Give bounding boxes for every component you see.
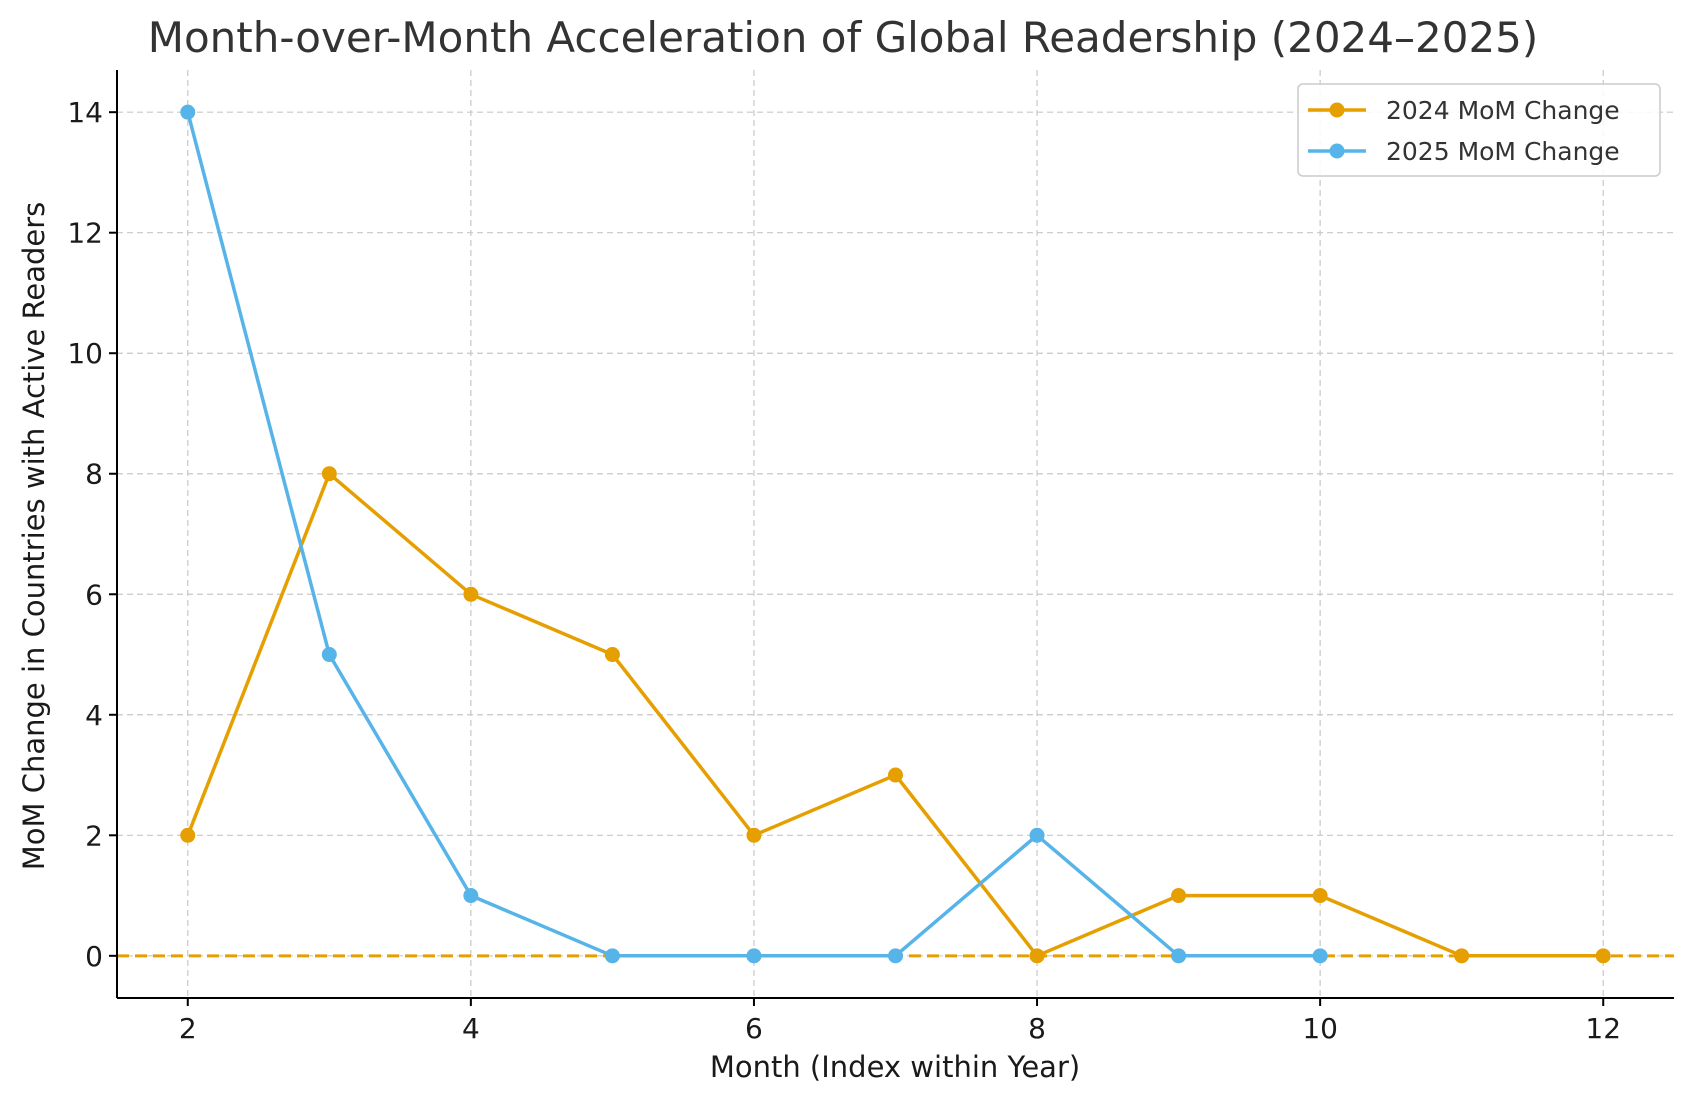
data-point — [321, 466, 337, 482]
data-point — [604, 948, 620, 964]
data-point — [180, 104, 196, 120]
data-point — [1171, 888, 1187, 904]
data-point — [1595, 948, 1611, 964]
tick-labels: 2 4 6 8 10 12 0 2 4 6 8 10 12 14 — [67, 96, 1621, 1045]
data-point — [888, 767, 903, 783]
data-point — [746, 827, 762, 843]
data-point — [463, 586, 479, 602]
data-point — [1312, 948, 1328, 964]
data-point — [888, 948, 903, 964]
grid-lines — [117, 70, 1674, 998]
data-point — [1312, 888, 1328, 904]
y-tick-label: 12 — [67, 217, 103, 250]
legend: 2024 MoM Change 2025 MoM Change — [1297, 83, 1661, 177]
x-tick-label: 6 — [745, 1012, 763, 1045]
y-tick-label: 2 — [85, 819, 103, 852]
x-tick-label: 4 — [462, 1012, 480, 1045]
data-point — [1171, 948, 1187, 964]
y-tick-label: 8 — [85, 458, 103, 491]
chart-title: Month-over-Month Acceleration of Global … — [148, 13, 1539, 62]
legend-marker-2 — [1329, 143, 1345, 159]
legend-marker-1 — [1329, 102, 1345, 118]
x-tick-label: 10 — [1302, 1012, 1338, 1045]
x-tick-label: 8 — [1028, 1012, 1046, 1045]
data-point — [321, 647, 337, 663]
legend-box — [1297, 83, 1661, 177]
y-tick-label: 4 — [85, 699, 103, 732]
x-tick-label: 2 — [179, 1012, 197, 1045]
y-tick-label: 10 — [67, 337, 103, 370]
x-tick-label: 12 — [1585, 1012, 1621, 1045]
y-tick-label: 0 — [85, 940, 103, 973]
x-axis-label: Month (Index within Year) — [710, 1050, 1080, 1084]
data-point — [1454, 948, 1470, 964]
data-point — [746, 948, 762, 964]
axes — [109, 70, 1674, 1006]
data-point — [1029, 948, 1045, 964]
legend-label-2: 2025 MoM Change — [1386, 137, 1620, 166]
data-point — [180, 827, 196, 843]
data-point — [463, 888, 479, 904]
y-tick-label: 14 — [67, 96, 103, 129]
legend-label-1: 2024 MoM Change — [1386, 96, 1620, 125]
series-group — [180, 104, 1611, 964]
data-point — [1029, 827, 1045, 843]
y-axis-label: MoM Change in Countries with Active Read… — [17, 202, 51, 871]
y-tick-label: 6 — [85, 578, 103, 611]
data-point — [604, 647, 620, 663]
